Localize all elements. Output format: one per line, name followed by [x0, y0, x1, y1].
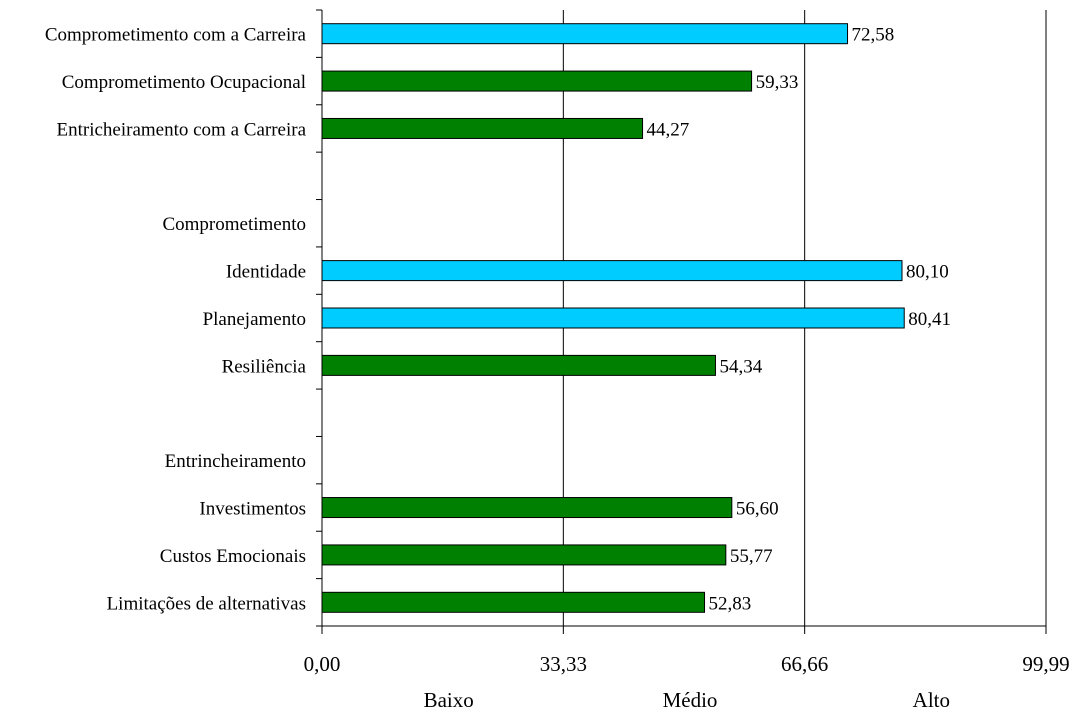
bar [321, 307, 905, 329]
data-label: 56,60 [736, 499, 779, 520]
category-label: Comprometimento com a Carreira [45, 25, 307, 46]
bar [321, 497, 733, 519]
category-label: Custos Emocionais [160, 546, 306, 567]
x-tick-label: 99,99 [1022, 652, 1069, 676]
category-label: Identidade [226, 262, 306, 283]
x-tick-label: 33,33 [540, 652, 587, 676]
axes [316, 9, 1047, 634]
bar [321, 354, 716, 376]
data-label: 52,83 [709, 593, 752, 614]
zone-label: Baixo [424, 688, 474, 712]
bar [321, 70, 753, 92]
data-label: 59,33 [756, 72, 799, 93]
data-label: 80,10 [906, 262, 949, 283]
data-label: 80,41 [908, 309, 951, 330]
x-tick-label: 66,66 [781, 652, 828, 676]
category-label: Comprometimento Ocupacional [62, 72, 306, 93]
data-label: 44,27 [647, 119, 690, 140]
bar [321, 117, 644, 139]
zone-label: Médio [663, 688, 718, 712]
category-label: Planejamento [203, 309, 306, 330]
bar [321, 591, 706, 613]
category-label: Entricheiramento com a Carreira [56, 119, 306, 140]
labels: Comprometimento com a Carreira 72,58 Compr… [45, 25, 1070, 712]
x-tick-label: 0,00 [304, 652, 341, 676]
bar [321, 260, 903, 282]
data-label: 55,77 [730, 546, 773, 567]
bar [321, 544, 727, 566]
data-label: 72,58 [852, 25, 895, 46]
category-label: Investimentos [199, 499, 306, 520]
category-label: Limitações de alternativas [107, 593, 306, 614]
zone-label: Alto [913, 688, 950, 712]
category-label: Resiliência [222, 356, 307, 377]
category-label: Entrincheiramento [165, 451, 306, 472]
category-label: Comprometimento [162, 214, 306, 235]
bars [321, 23, 905, 613]
bar [321, 23, 849, 45]
data-label: 54,34 [719, 356, 762, 377]
